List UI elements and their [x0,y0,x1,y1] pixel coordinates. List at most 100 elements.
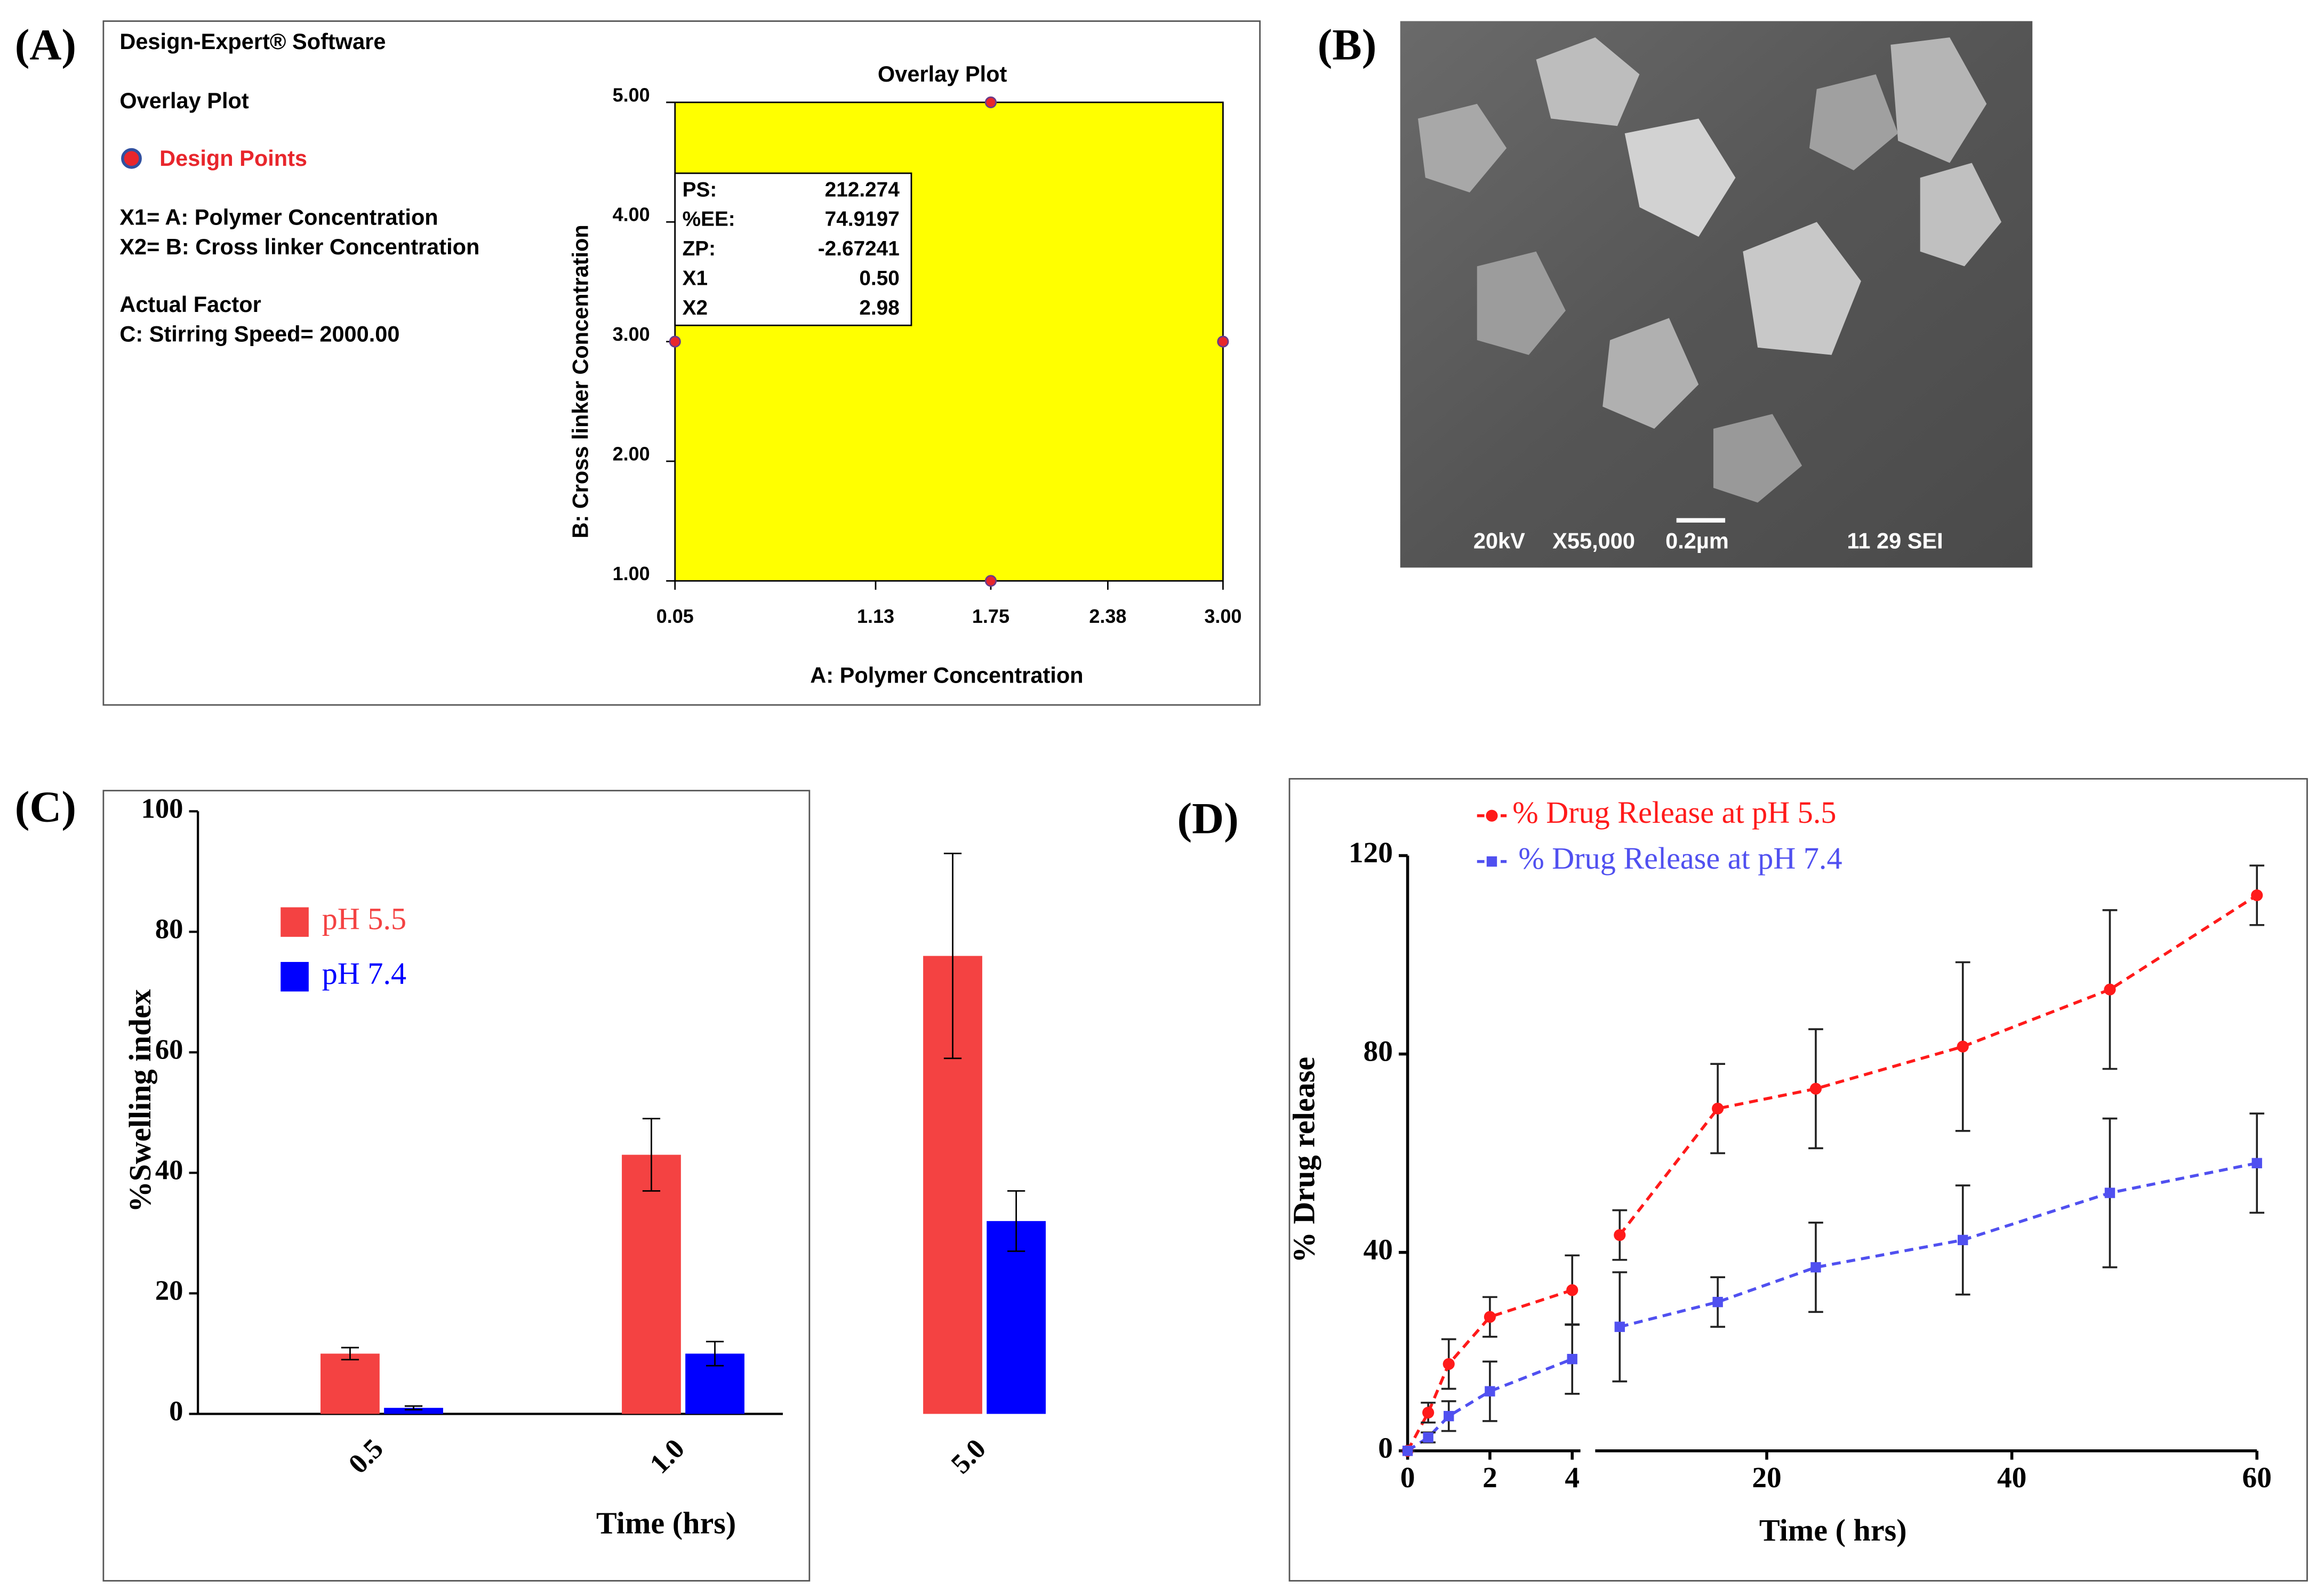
image-label: 20kV [1473,528,1525,553]
y-tick-label: 3.00 [613,323,650,345]
marker [1809,1082,1822,1095]
y-tick-label: 1.00 [613,563,650,584]
info-text: X2= B: Cross linker Concentration [119,234,479,259]
info-text: Overlay Plot [119,88,249,113]
annotation-box [674,172,912,326]
marker [1614,1321,1625,1332]
marker [2104,983,2116,996]
y-tick-label: 100 [141,793,183,824]
error-bar [943,853,962,1060]
panel-label: (D) [1177,794,1239,843]
image-label: 0.2µm [1665,528,1729,553]
y-axis-label: % Drug release [1287,1057,1321,1263]
legend-swatch [281,961,309,992]
marker [1484,1311,1496,1323]
marker [1958,1234,1968,1246]
marker [1712,1102,1724,1114]
info-text: Design-Expert® Software [119,29,386,54]
legend-label: pH 7.4 [322,956,406,991]
panel-frame [102,790,811,1582]
marker [2251,889,2263,902]
x-tick-label: 0.5 [342,1433,389,1480]
x-axis-label: Time (hrs) [596,1505,736,1540]
x-tick-label: 60 [2242,1461,2272,1494]
annotation-key: X2 [683,296,708,319]
info-text: C: Stirring Speed= 2000.00 [119,322,399,347]
panel-frame [102,20,1261,706]
error-bar [341,1346,359,1361]
y-tick-label: 40 [1364,1233,1393,1265]
annotation-key: X1 [683,267,708,290]
micrograph [1400,21,2033,568]
marker [1567,1353,1577,1365]
design-point [984,96,997,109]
bar [384,1408,443,1414]
marker [1402,1446,1413,1456]
marker [1485,1386,1495,1397]
y-tick-label: 20 [155,1276,183,1306]
marker [1810,1262,1821,1273]
marker [1444,1410,1454,1422]
image-label: 11 29 SEI [1847,528,1943,553]
legend-marker [1486,856,1497,867]
annotation-value: 212.274 [825,178,900,201]
y-tick-label: 120 [1349,836,1393,869]
x-tick-label: 2 [1482,1461,1497,1494]
x-tick-label: 2.38 [1089,605,1126,627]
panel-label: (A) [15,20,76,69]
legend-label: % Drug Release at pH 7.4 [1518,841,1842,876]
bar [622,1154,681,1414]
panel-label: (B) [1318,20,1377,69]
legend-label: pH 5.5 [322,902,406,936]
x-tick-label: 1.75 [972,605,1009,627]
marker [1614,1229,1626,1241]
legend-swatch [281,907,309,937]
error-bar [1007,1190,1025,1252]
annotation-value: 2.98 [859,296,899,319]
x-axis-label: A: Polymer Concentration [810,662,1083,687]
marker [1423,1432,1433,1443]
marker [1957,1040,1969,1053]
y-tick-label: 4.00 [613,204,650,226]
x-tick-label: 1.13 [857,605,894,627]
design-point [984,575,997,587]
marker [2104,1188,2115,1198]
error-bar [642,1118,661,1192]
y-tick-label: 2.00 [613,443,650,464]
chart-title: Overlay Plot [878,61,1007,86]
error-bar [706,1341,724,1367]
y-axis-label: %Swelling index [123,989,157,1212]
bar [320,1353,380,1414]
y-tick-label: 40 [155,1155,183,1186]
annotation-key: PS: [683,178,717,201]
panel-frame [1288,778,2308,1582]
marker [1443,1358,1455,1370]
x-tick-label: 40 [1997,1461,2026,1494]
info-text: Actual Factor [119,292,261,317]
y-tick-label: 0 [1378,1431,1393,1464]
x-tick-label: 20 [1752,1461,1781,1494]
bar [987,1221,1046,1414]
annotation-value: 0.50 [859,267,899,290]
image-label: X55,000 [1552,528,1635,553]
annotation-value: 74.9197 [825,208,900,231]
info-text: X1= A: Polymer Concentration [119,205,438,230]
x-tick-label: 3.00 [1204,605,1241,627]
x-tick-label: 5.0 [945,1433,992,1480]
y-tick-label: 80 [1364,1034,1393,1067]
series-line [1619,1161,2257,1328]
x-axis-label: Time ( hrs) [1759,1513,1907,1547]
x-tick-label: 0 [1400,1461,1415,1494]
annotation-value: -2.67241 [818,237,900,260]
error-bar [404,1405,423,1410]
x-tick-label: 4 [1565,1461,1580,1494]
y-axis-label: B: Cross linker Concentration [567,224,592,538]
x-tick-label: 0.05 [656,605,694,627]
y-tick-label: 0 [169,1396,183,1427]
series-line [1618,894,2258,1236]
annotation-key: %EE: [683,208,735,231]
design-point [669,335,681,348]
y-tick-label: 5.00 [613,84,650,106]
panel-label: (C) [15,782,76,831]
